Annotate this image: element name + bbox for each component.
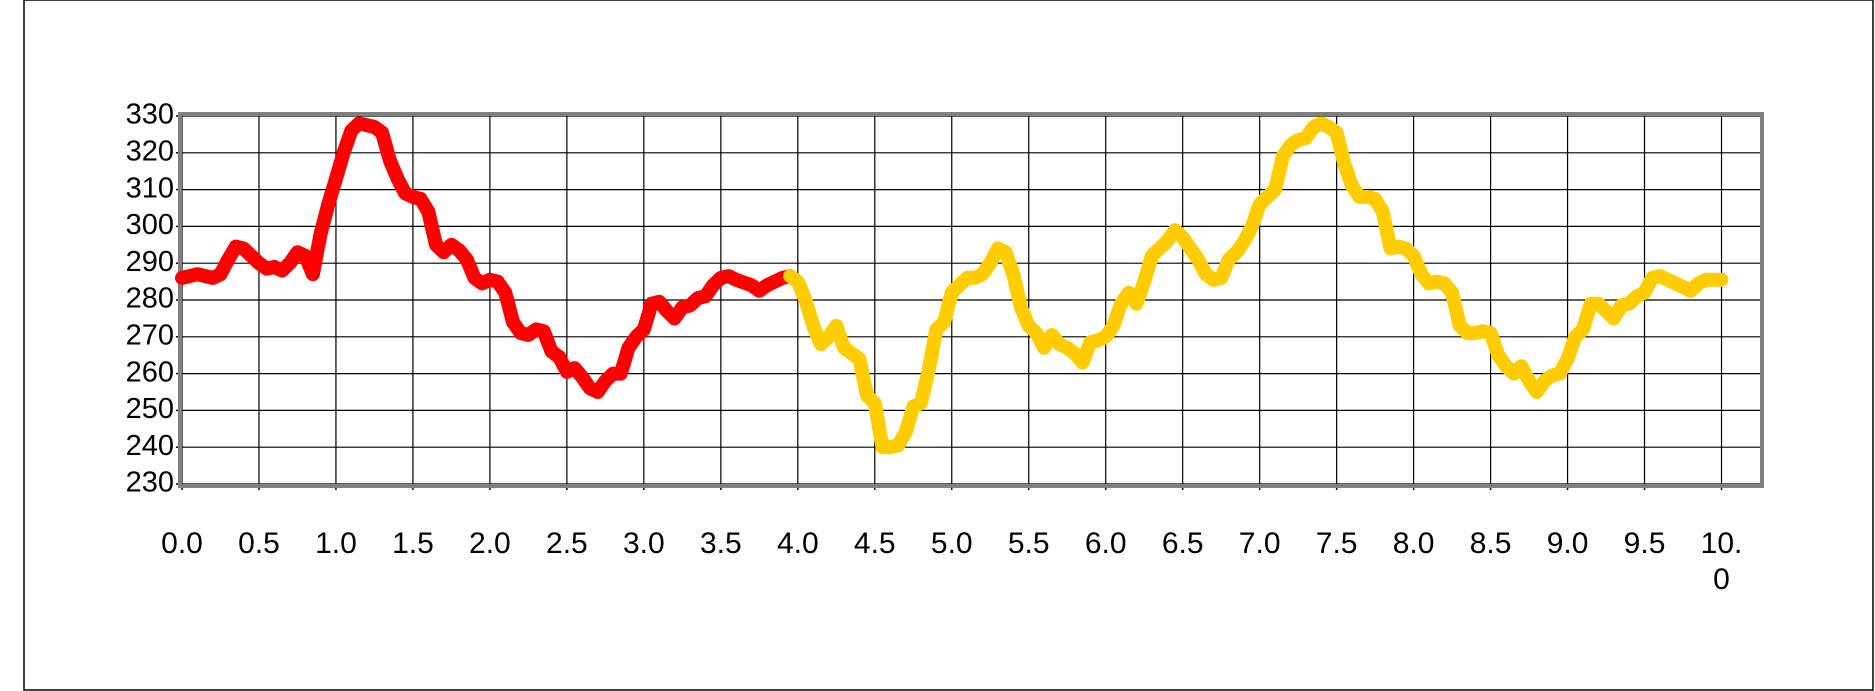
y-tick-label: 320: [126, 135, 174, 167]
y-tick-label: 310: [126, 172, 174, 204]
x-tick-label: 7.0: [1238, 527, 1281, 560]
x-tick-label: 5.5: [1007, 527, 1050, 560]
x-tick-label: 9.5: [1623, 527, 1666, 560]
data-line: [175, 116, 798, 399]
x-tick-label: 9.0: [1546, 527, 1589, 560]
x-tick-label: 0.0: [161, 527, 203, 560]
x-tick-label: 10.0: [1700, 527, 1743, 596]
x-tick-label: 3.0: [622, 527, 665, 560]
plot-frame: [178, 112, 1764, 488]
x-tick-label: 8.5: [1469, 527, 1512, 560]
y-tick-label: 280: [126, 283, 174, 315]
x-tick-label: 6.0: [1084, 527, 1127, 560]
x-tick-label: 1.5: [392, 527, 434, 560]
x-tick-label: 4.5: [853, 527, 896, 560]
x-tick-label: 8.0: [1392, 527, 1435, 560]
y-tick-label: 240: [126, 430, 174, 462]
x-tick-label: 7.5: [1315, 527, 1358, 560]
y-tick-label: 300: [126, 209, 174, 241]
y-tick-label: 270: [126, 319, 174, 351]
chart-border: [23, 0, 1874, 691]
x-tick-label: 2.5: [546, 527, 588, 560]
y-tick-label: 260: [126, 356, 174, 388]
x-tick-label: 6.5: [1161, 527, 1204, 560]
y-tick-label: 330: [126, 99, 174, 131]
data-line: [783, 116, 1729, 455]
x-tick-label: 0.5: [238, 527, 280, 560]
x-tick-label: 4.0: [776, 527, 819, 560]
y-tick-label: 290: [126, 246, 174, 278]
x-tick-label: 3.5: [699, 527, 742, 560]
x-tick-label: 2.0: [469, 527, 511, 560]
x-tick-label: 1.0: [315, 527, 357, 560]
y-tick-label: 230: [126, 467, 174, 499]
y-tick-label: 250: [126, 393, 174, 425]
x-tick-label: 5.0: [930, 527, 973, 560]
